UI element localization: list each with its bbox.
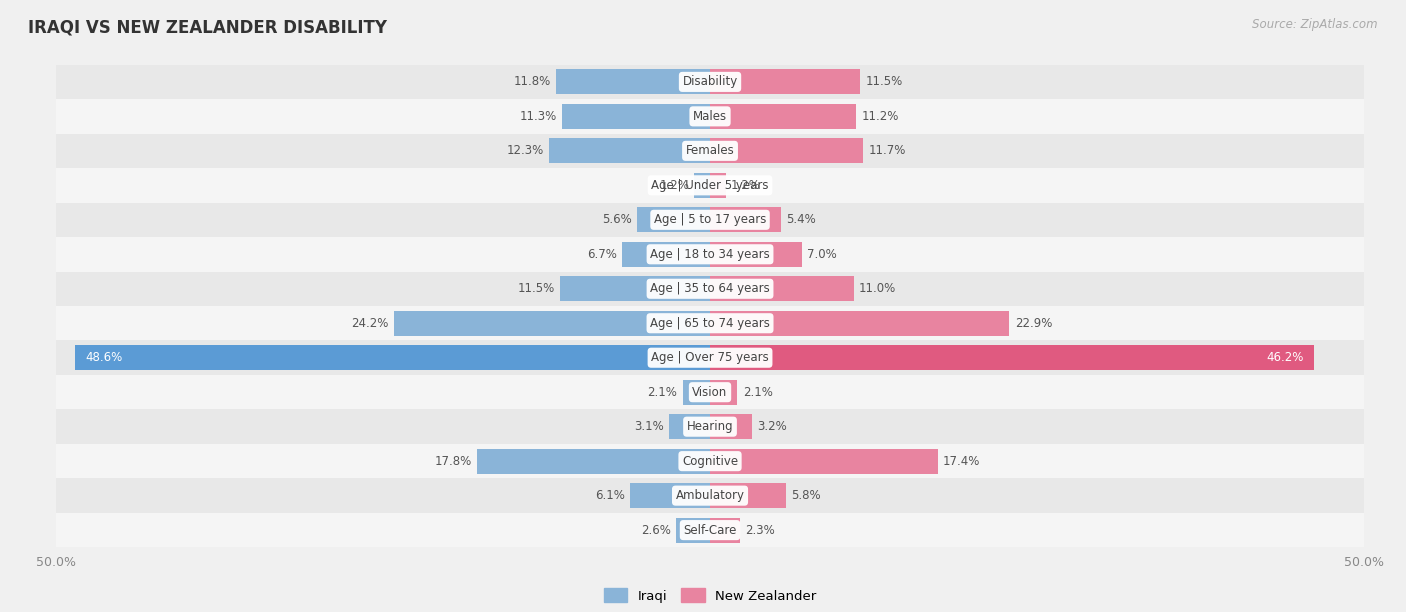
Bar xyxy=(394,311,710,335)
Bar xyxy=(56,65,1364,99)
Bar xyxy=(477,449,710,474)
Bar xyxy=(56,306,1364,340)
Text: Ambulatory: Ambulatory xyxy=(675,489,745,502)
Text: Source: ZipAtlas.com: Source: ZipAtlas.com xyxy=(1253,18,1378,31)
Text: Age | Under 5 years: Age | Under 5 years xyxy=(651,179,769,192)
Bar xyxy=(710,207,780,232)
Text: 11.0%: 11.0% xyxy=(859,282,897,295)
Text: 11.5%: 11.5% xyxy=(517,282,554,295)
Bar xyxy=(710,242,801,267)
Bar xyxy=(56,237,1364,272)
Text: 11.3%: 11.3% xyxy=(520,110,557,123)
Text: 5.8%: 5.8% xyxy=(792,489,821,502)
Bar xyxy=(560,277,710,301)
Text: Age | 18 to 34 years: Age | 18 to 34 years xyxy=(650,248,770,261)
Bar xyxy=(623,242,710,267)
Text: 6.1%: 6.1% xyxy=(595,489,626,502)
Text: 48.6%: 48.6% xyxy=(84,351,122,364)
Text: 2.1%: 2.1% xyxy=(648,386,678,398)
Text: 11.5%: 11.5% xyxy=(866,75,903,88)
Text: 2.6%: 2.6% xyxy=(641,524,671,537)
Text: 12.3%: 12.3% xyxy=(506,144,544,157)
Text: Hearing: Hearing xyxy=(686,420,734,433)
Text: 11.8%: 11.8% xyxy=(513,75,551,88)
Bar xyxy=(710,380,738,405)
Bar xyxy=(710,277,853,301)
Bar xyxy=(710,518,740,542)
Text: 3.2%: 3.2% xyxy=(756,420,787,433)
Bar xyxy=(710,414,752,439)
Bar xyxy=(56,409,1364,444)
Text: Males: Males xyxy=(693,110,727,123)
Bar xyxy=(56,168,1364,203)
Text: 5.6%: 5.6% xyxy=(602,214,631,226)
Text: 46.2%: 46.2% xyxy=(1267,351,1303,364)
Bar xyxy=(710,173,725,198)
Text: 1.2%: 1.2% xyxy=(731,179,761,192)
Bar xyxy=(710,483,786,508)
Legend: Iraqi, New Zealander: Iraqi, New Zealander xyxy=(599,583,821,608)
Text: 3.1%: 3.1% xyxy=(634,420,664,433)
Text: Females: Females xyxy=(686,144,734,157)
Bar xyxy=(695,173,710,198)
Text: 17.8%: 17.8% xyxy=(434,455,472,468)
Bar xyxy=(56,479,1364,513)
Text: Disability: Disability xyxy=(682,75,738,88)
Text: 5.4%: 5.4% xyxy=(786,214,815,226)
Bar xyxy=(56,340,1364,375)
Bar xyxy=(630,483,710,508)
Bar xyxy=(75,345,710,370)
Bar xyxy=(669,414,710,439)
Text: 2.1%: 2.1% xyxy=(742,386,772,398)
Bar xyxy=(56,513,1364,547)
Bar xyxy=(56,272,1364,306)
Bar xyxy=(56,203,1364,237)
Bar xyxy=(710,311,1010,335)
Text: Age | 65 to 74 years: Age | 65 to 74 years xyxy=(650,317,770,330)
Text: 24.2%: 24.2% xyxy=(352,317,388,330)
Text: Age | Over 75 years: Age | Over 75 years xyxy=(651,351,769,364)
Bar xyxy=(710,104,856,129)
Text: 6.7%: 6.7% xyxy=(588,248,617,261)
Bar xyxy=(56,444,1364,479)
Bar xyxy=(710,138,863,163)
Bar xyxy=(637,207,710,232)
Text: Self-Care: Self-Care xyxy=(683,524,737,537)
Text: Vision: Vision xyxy=(692,386,728,398)
Text: 22.9%: 22.9% xyxy=(1015,317,1052,330)
Bar xyxy=(710,70,860,94)
Bar xyxy=(56,133,1364,168)
Text: Age | 5 to 17 years: Age | 5 to 17 years xyxy=(654,214,766,226)
Text: Age | 35 to 64 years: Age | 35 to 64 years xyxy=(650,282,770,295)
Text: 2.3%: 2.3% xyxy=(745,524,775,537)
Text: 11.2%: 11.2% xyxy=(862,110,898,123)
Text: 11.7%: 11.7% xyxy=(869,144,905,157)
Bar xyxy=(550,138,710,163)
Bar xyxy=(56,375,1364,409)
Text: IRAQI VS NEW ZEALANDER DISABILITY: IRAQI VS NEW ZEALANDER DISABILITY xyxy=(28,18,387,36)
Bar xyxy=(710,449,938,474)
Bar xyxy=(710,345,1315,370)
Bar xyxy=(56,99,1364,133)
Bar xyxy=(555,70,710,94)
Bar xyxy=(562,104,710,129)
Bar xyxy=(682,380,710,405)
Text: Cognitive: Cognitive xyxy=(682,455,738,468)
Text: 7.0%: 7.0% xyxy=(807,248,837,261)
Text: 1.2%: 1.2% xyxy=(659,179,689,192)
Text: 17.4%: 17.4% xyxy=(943,455,980,468)
Bar xyxy=(676,518,710,542)
